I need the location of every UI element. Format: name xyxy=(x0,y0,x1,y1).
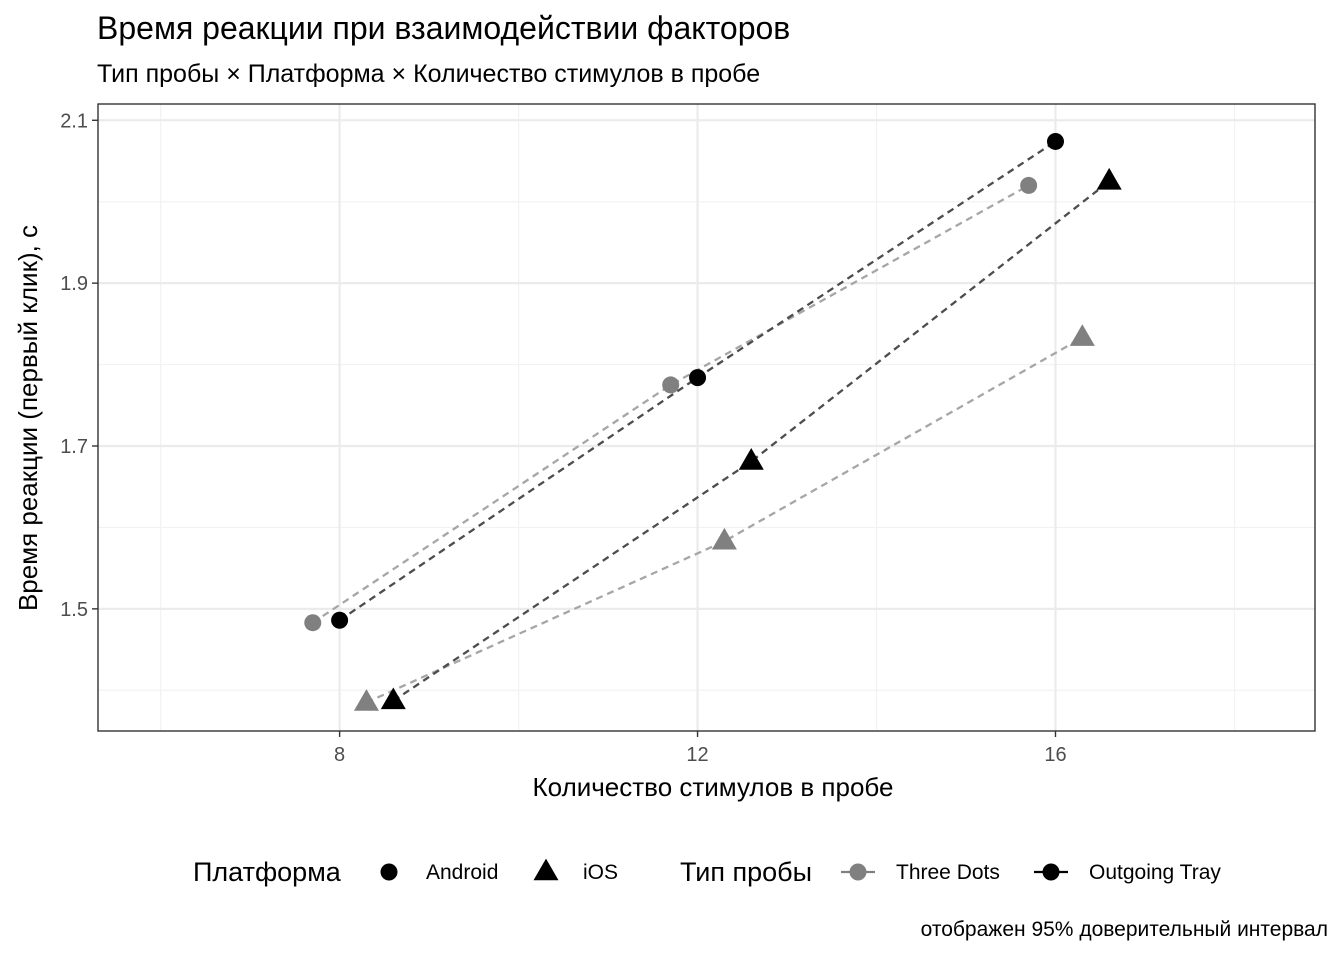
y-tick-label: 1.9 xyxy=(60,273,88,295)
data-point-circle xyxy=(1046,132,1064,150)
data-point-circle xyxy=(331,611,349,629)
legend-key-point xyxy=(849,863,867,881)
plot-panel-border xyxy=(97,103,1316,732)
data-point-triangle xyxy=(738,448,764,470)
data-point-circle xyxy=(662,376,680,394)
data-point-circle xyxy=(304,614,322,632)
legend-label: Three Dots xyxy=(896,861,1000,884)
data-point-triangle xyxy=(1096,167,1122,190)
legend-key-point xyxy=(1042,863,1060,881)
grid-lines xyxy=(98,104,1315,731)
chart-caption: отображен 95% доверительный интервал xyxy=(920,918,1328,941)
y-axis-title: Время реакции (первый клик), с xyxy=(13,225,43,611)
data-points xyxy=(304,132,1122,711)
legend-key-circle xyxy=(380,863,398,881)
x-tick-label: 8 xyxy=(334,744,345,766)
data-point-triangle xyxy=(1069,324,1095,346)
legend-label: Outgoing Tray xyxy=(1089,861,1221,884)
legend: Платформа Android iOS Тип пробы Three Dots Ou… xyxy=(193,857,1221,887)
data-point-triangle xyxy=(353,689,379,711)
data-point-triangle xyxy=(380,687,406,710)
x-tick-label: 12 xyxy=(686,744,708,766)
data-point-circle xyxy=(689,369,707,387)
series-line xyxy=(392,180,1110,702)
legend-title-platform: Платформа xyxy=(193,857,342,887)
y-tick-label: 1.7 xyxy=(60,436,88,458)
legend-key-triangle xyxy=(533,858,559,881)
data-point-circle xyxy=(1020,176,1038,194)
y-tick-label: 1.5 xyxy=(60,599,88,621)
axes: 1.5 1.7 1.9 2.1 8 12 16 xyxy=(60,110,1066,766)
y-tick-label: 2.1 xyxy=(60,110,88,132)
legend-label: Android xyxy=(426,861,498,884)
x-tick-label: 16 xyxy=(1044,744,1066,766)
data-point-triangle xyxy=(711,527,737,550)
series-line xyxy=(312,184,1030,624)
chart-title: Время реакции при взаимодействии факторо… xyxy=(97,10,791,46)
legend-label: iOS xyxy=(583,861,618,884)
x-axis-title: Количество стимулов в пробе xyxy=(533,772,894,802)
series-lines xyxy=(312,140,1110,704)
legend-title-trial-type: Тип пробы xyxy=(680,857,812,887)
chart-subtitle: Тип пробы × Платформа × Количество стиму… xyxy=(97,60,761,88)
